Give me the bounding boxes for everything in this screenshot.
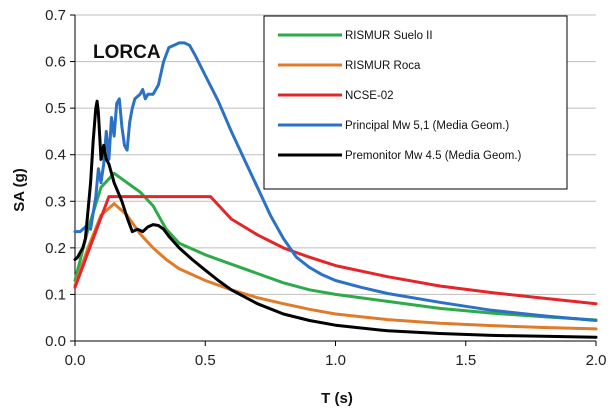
y-axis-title: SA (g) xyxy=(11,168,28,212)
legend-label-3: Principal Mw 5,1 (Media Geom.) xyxy=(345,120,509,132)
y-tick-label: 0.3 xyxy=(45,193,66,210)
y-tick-label: 0.4 xyxy=(45,147,66,164)
legend-label-2: NCSE-02 xyxy=(345,90,394,102)
x-tick-label: 1.0 xyxy=(325,352,346,369)
x-axis-title: T (s) xyxy=(321,390,353,407)
x-tick-label: 0.0 xyxy=(65,352,86,369)
legend-label-0: RISMUR Suelo II xyxy=(345,30,433,42)
y-tick-label: 0.0 xyxy=(45,333,66,350)
x-tick-label: 0.5 xyxy=(195,352,216,369)
y-tick-labels: 0.0 0.1 0.2 0.3 0.4 0.5 0.6 0.7 xyxy=(45,7,66,350)
y-tick-label: 0.1 xyxy=(45,286,66,303)
legend: RISMUR Suelo II RISMUR Roca NCSE-02 Princip… xyxy=(264,16,567,189)
y-tick-label: 0.6 xyxy=(45,54,66,71)
x-tick-label: 2.0 xyxy=(586,352,607,369)
series-line-2 xyxy=(75,197,596,304)
x-tick-label: 1.5 xyxy=(455,352,476,369)
x-tick-labels: 0.0 0.5 1.0 1.5 2.0 xyxy=(65,352,607,369)
y-tick-label: 0.2 xyxy=(45,240,66,257)
y-tick-label: 0.5 xyxy=(45,100,66,117)
legend-label-4: Premonitor Mw 4.5 (Media Geom.) xyxy=(345,150,522,162)
y-tick-label: 0.7 xyxy=(45,7,66,24)
legend-label-1: RISMUR Roca xyxy=(345,60,421,72)
chart-title: LORCA xyxy=(93,42,161,63)
